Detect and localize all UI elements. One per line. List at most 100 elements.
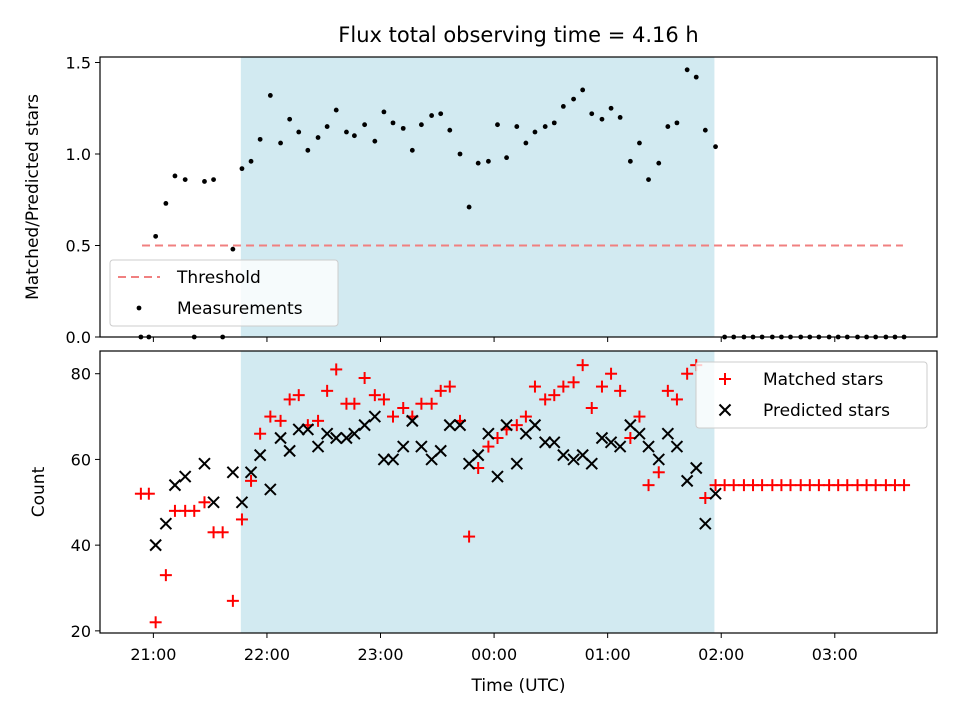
x-tick-label: 01:00	[585, 645, 631, 664]
matched-star-marker	[168, 504, 181, 517]
legend-matched-swatch	[719, 373, 731, 385]
measurement-point	[418, 122, 424, 128]
measurement-point	[627, 158, 633, 164]
measurement-point	[211, 177, 216, 183]
predicted-star-marker	[482, 427, 495, 440]
x-tick-label: 22:00	[244, 645, 290, 664]
matched-star-marker	[274, 414, 287, 427]
matched-star-marker	[254, 427, 267, 440]
matched-star-marker	[539, 393, 552, 406]
count-axes: 20 40 60 80 21:00 22:00 23:00 00:00 01:00 02:00 0…	[29, 350, 938, 696]
predicted-star-marker	[244, 466, 258, 479]
matched-star-marker	[642, 479, 655, 492]
measurement-point	[390, 120, 396, 126]
measurement-point	[599, 116, 605, 122]
measurement-point	[278, 140, 283, 146]
matched-star-marker	[312, 414, 325, 427]
predicted-star-marker	[207, 496, 220, 509]
matched-star-marker	[661, 384, 674, 397]
predicted-star-marker	[443, 418, 456, 432]
matched-star-marker	[585, 402, 598, 414]
measurement-point	[551, 120, 557, 126]
predicted-star-marker	[168, 478, 182, 492]
ratio-y-ticks: 0.0 0.5 1.0 1.5	[66, 53, 100, 347]
matched-star-marker	[670, 393, 683, 406]
matched-star-marker	[198, 496, 211, 509]
predicted-star-marker	[661, 427, 675, 440]
legend-predicted-swatch	[718, 403, 732, 417]
y-tick-label: 1.0	[66, 145, 91, 164]
matched-star-marker	[348, 397, 361, 410]
measurement-point	[617, 114, 623, 120]
matched-star-marker	[463, 530, 476, 543]
legend-matched-label: Matched stars	[763, 370, 883, 390]
measurement-point	[230, 246, 236, 252]
measurement-point	[447, 127, 453, 133]
predicted-star-marker	[283, 444, 296, 458]
count-y-ticks: 20 40 60 80	[71, 365, 100, 641]
matched-star-marker	[652, 466, 665, 479]
measurement-point	[296, 129, 302, 135]
measurement-point	[523, 140, 529, 146]
matched-star-marker	[519, 410, 532, 423]
matched-star-marker	[443, 380, 456, 393]
measurement-point	[409, 147, 415, 153]
measurement-point	[381, 109, 387, 115]
matched-star-marker	[605, 367, 618, 380]
matched-star-marker	[482, 440, 495, 453]
predicted-star-marker	[311, 440, 325, 453]
measurement-point	[637, 140, 642, 146]
measurement-point	[372, 138, 378, 144]
predicted-star-marker	[453, 418, 467, 432]
predicted-star-marker	[585, 457, 598, 470]
legend-matched-marker	[719, 373, 731, 385]
legend-threshold-label: Threshold	[176, 268, 261, 288]
measurement-point	[438, 111, 444, 117]
measurement-point	[257, 136, 263, 142]
chart-title: Flux total observing time = 4.16 h	[338, 23, 698, 47]
matched-star-marker	[397, 402, 410, 414]
measurement-point	[267, 93, 273, 98]
predicted-star-marker	[340, 431, 353, 445]
predicted-star-marker	[557, 448, 570, 462]
legend-measurement-swatch	[136, 305, 142, 311]
measurement-point	[684, 67, 690, 73]
predicted-star-marker	[633, 427, 646, 440]
measurement-point	[560, 104, 566, 109]
predicted-star-marker	[699, 517, 712, 530]
matched-star-marker	[869, 479, 882, 492]
matched-star-marker	[368, 389, 381, 402]
y-tick-label: 60	[71, 450, 91, 469]
predicted-star-marker	[386, 453, 400, 466]
matched-star-marker	[292, 389, 305, 402]
predicted-star-marker	[330, 431, 343, 445]
x-tick-label: 02:00	[698, 645, 744, 664]
ratio-x-ticks	[152, 337, 836, 342]
matched-star-marker	[681, 367, 694, 380]
measurement-point	[702, 127, 708, 133]
measurement-point	[580, 87, 586, 93]
matched-star-marker	[330, 363, 343, 376]
matched-star-marker	[567, 376, 580, 389]
matched-star-marker	[377, 393, 390, 406]
x-tick-label: 00:00	[471, 645, 517, 664]
predicted-star-marker	[613, 440, 627, 453]
observing-window-shade	[240, 351, 715, 633]
matched-star-marker	[226, 594, 239, 607]
measurement-point	[305, 147, 311, 153]
predicted-star-marker	[528, 418, 542, 432]
measurement-point	[248, 158, 254, 164]
y-tick-label: 20	[71, 622, 91, 641]
matched-star-marker	[358, 372, 371, 384]
matched-star-marker	[576, 359, 589, 372]
legend-predicted-marker	[718, 403, 732, 417]
predicted-star-marker	[292, 423, 305, 436]
predicted-star-marker	[652, 453, 665, 466]
measurement-point	[674, 120, 680, 126]
measurement-point	[457, 151, 463, 157]
predicted-star-marker	[471, 448, 485, 462]
predicted-star-markers	[149, 410, 722, 552]
matched-star-marker	[159, 569, 172, 582]
measurement-point	[324, 124, 330, 129]
